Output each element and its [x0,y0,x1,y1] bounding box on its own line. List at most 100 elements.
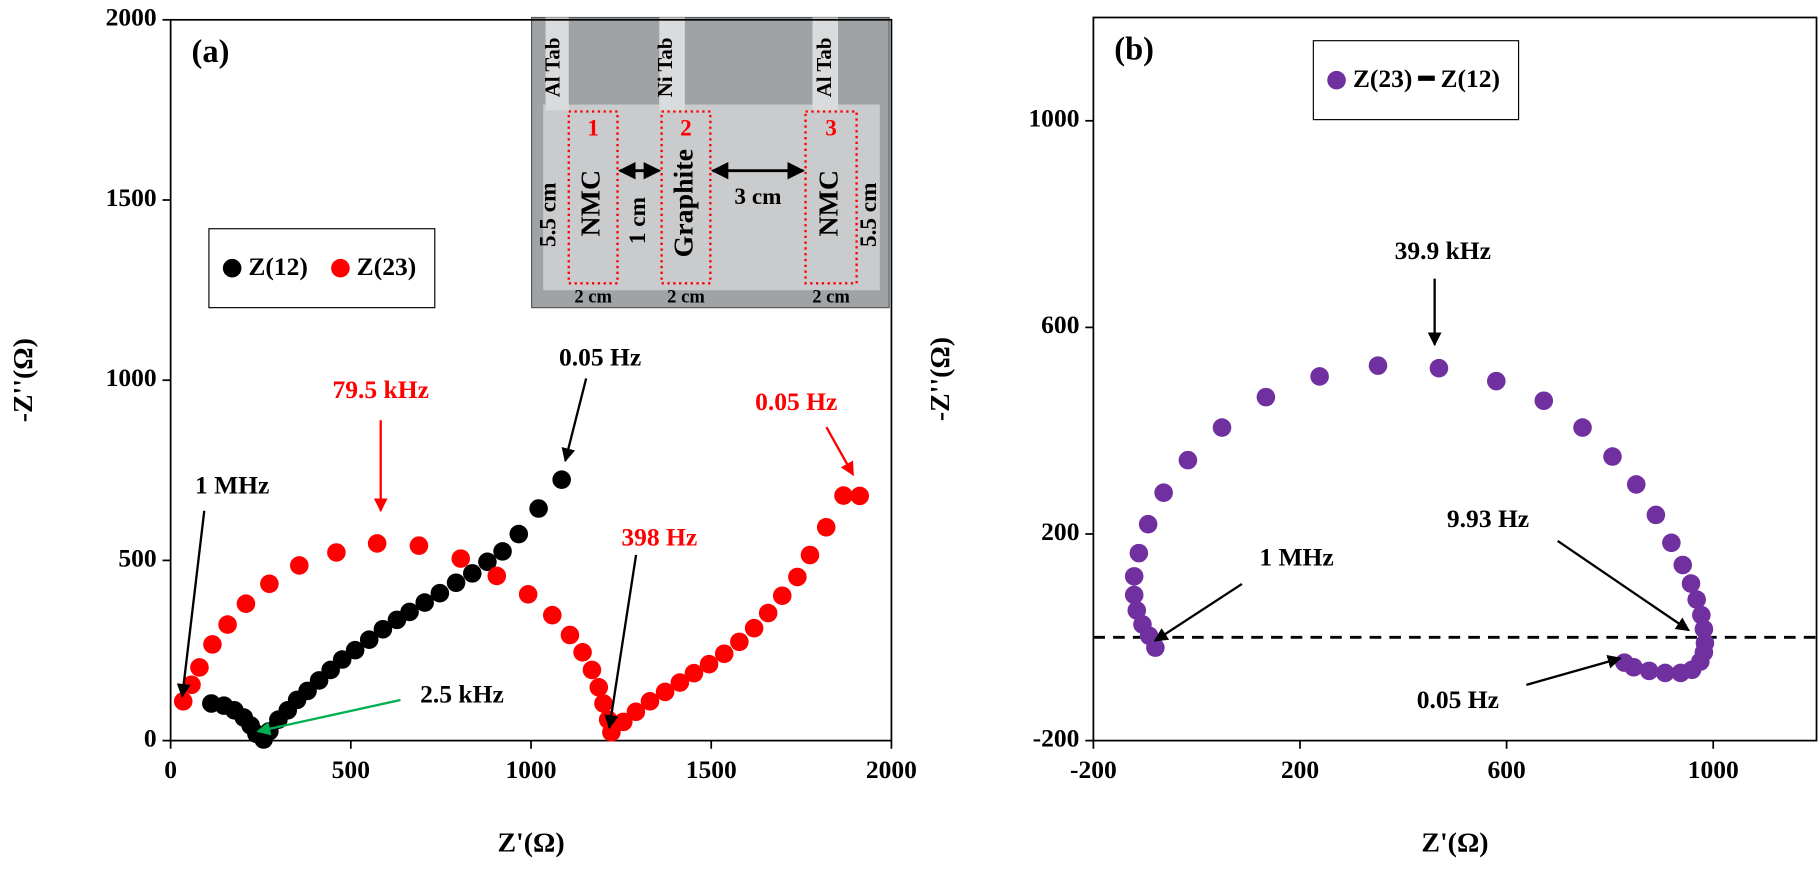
y-tick-label: 1000 [106,363,157,392]
point [462,564,482,583]
x-tick-label: 500 [332,755,370,784]
point [560,625,580,645]
point [409,536,429,555]
point [332,650,352,669]
point [1615,653,1634,672]
annotation: 0.05 Hz [755,387,837,416]
annotation-arrow [1153,582,1243,642]
point [684,663,704,683]
point [218,615,237,634]
annotation: 9.93 Hz [1447,504,1529,533]
inset-label: 3 cm [734,184,781,210]
x-tick-label: 1500 [686,755,737,784]
point [1178,450,1198,470]
y-axis-label: -Z''(Ω) [925,337,956,421]
annotation-arrow [1526,654,1622,687]
point [345,640,365,660]
annotation: 79.5 kHz [333,375,429,404]
annotation-arrow [176,510,206,698]
point [509,524,529,544]
legend-label: Z(12) [248,252,308,281]
y-tick-label: 500 [118,543,156,572]
legend-label: Z(23) ━ Z(12) [1353,64,1500,93]
point [1534,391,1554,411]
point [1646,505,1666,525]
point [714,644,734,664]
point [834,486,853,505]
x-tick-label: 0 [164,755,177,784]
annotation-arrow [825,426,855,477]
point [430,583,450,603]
inset-photo [531,16,890,309]
x-tick-label: 1000 [506,755,557,784]
point [640,692,660,711]
point [400,602,419,622]
annotation: 1 MHz [1259,542,1333,571]
inset-label: Al Tab [541,38,565,98]
point [1573,418,1592,437]
inset-label: NMC [576,170,607,237]
point [655,682,675,702]
point [552,470,571,489]
legend-label: Z(23) [357,252,417,281]
point [1692,605,1711,625]
x-axis-label: Z'(Ω) [1421,827,1488,858]
point [1673,555,1693,575]
point [478,552,497,572]
y-tick-label: 600 [1041,310,1079,339]
x-axis-label: Z'(Ω) [497,827,564,858]
point [1212,418,1232,437]
y-axis-label: -Z''(Ω) [8,338,39,422]
point [1655,663,1675,683]
point [203,635,222,654]
annotation-arrow [1557,540,1690,632]
point [493,542,512,561]
point [1368,356,1388,375]
point [327,543,346,562]
point [699,654,719,674]
point [614,712,633,732]
point [1310,367,1329,386]
point [190,658,209,677]
x-tick-label: 600 [1487,755,1525,784]
point [1694,619,1714,639]
point [800,545,820,565]
point [543,605,562,625]
inset-label: 2 [680,115,692,141]
point [518,584,538,604]
inset-label: Ni Tab [653,38,677,98]
point [367,534,387,553]
point [446,573,466,593]
point [744,618,764,638]
plot-frame [1092,16,1818,742]
point [816,517,836,537]
legend-marker [1327,70,1346,90]
point [487,566,507,586]
point [730,632,749,652]
x-tick-label: 200 [1281,755,1319,784]
legend-marker [331,258,350,278]
point [594,694,613,713]
inset-label: 1 cm [625,197,651,244]
point [1681,574,1701,593]
annotation: 0.05 Hz [1417,685,1499,714]
inset-label: Al Tab [812,38,836,98]
point [1256,387,1276,407]
annotation: 2.5 kHz [420,679,504,708]
y-tick-label: -200 [1033,723,1080,752]
inset-label: 2 cm [667,287,705,308]
point [582,660,602,680]
point [1603,447,1622,466]
point [1154,483,1173,502]
point [451,549,471,568]
x-tick-label: 1000 [1688,755,1739,784]
panel-label: (a) [192,34,230,70]
point [1138,514,1158,534]
inset-label: 2 cm [574,287,612,308]
point [1639,661,1659,681]
point [529,499,548,518]
y-tick-label: 0 [144,723,157,752]
inset-label: 2 cm [812,287,850,308]
point [1671,663,1690,683]
